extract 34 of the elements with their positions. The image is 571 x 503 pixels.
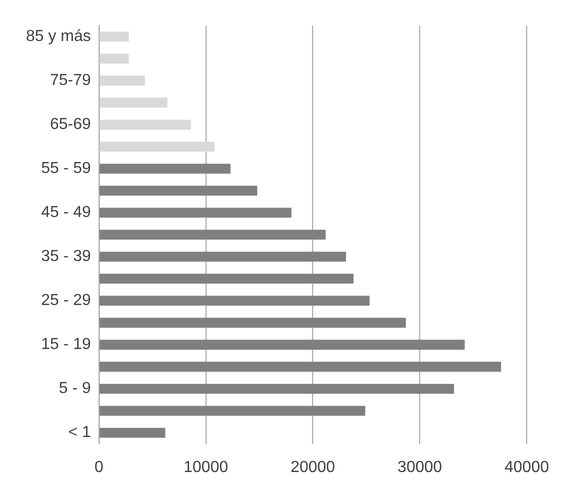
y-tick-label: 5 - 9 <box>58 380 92 398</box>
y-tick-label: < 1 <box>68 424 92 442</box>
bar <box>100 384 454 394</box>
bar <box>100 54 129 64</box>
bar <box>100 142 214 152</box>
bar <box>100 76 145 86</box>
y-tick-label: 45 - 49 <box>41 204 92 222</box>
y-tick-label: 15 - 19 <box>41 336 92 354</box>
bar <box>100 274 354 284</box>
bar <box>100 98 168 108</box>
bar <box>100 362 502 372</box>
y-tick-label: 65-69 <box>50 116 92 134</box>
bar <box>100 164 230 174</box>
y-tick-label: 85 y más <box>26 28 91 46</box>
x-tick-label: 10000 <box>184 458 228 476</box>
bar <box>100 296 370 306</box>
bar <box>100 428 166 438</box>
y-tick-label: 25 - 29 <box>41 292 92 310</box>
bar <box>100 208 292 218</box>
x-tick-label: 0 <box>94 458 104 476</box>
y-tick-label: 75-79 <box>50 72 92 90</box>
bar <box>100 406 366 416</box>
bar <box>100 120 191 130</box>
y-tick-label: 55 - 59 <box>41 160 92 178</box>
x-tick-label: 20000 <box>290 458 336 476</box>
bar <box>100 318 406 328</box>
x-tick-label: 40000 <box>504 458 550 476</box>
bar <box>100 230 326 240</box>
y-tick-label: 35 - 39 <box>41 248 92 266</box>
bar <box>100 32 129 42</box>
bar <box>100 340 465 350</box>
bar <box>100 186 258 196</box>
bar <box>100 252 346 262</box>
x-tick-label: 30000 <box>398 458 442 476</box>
